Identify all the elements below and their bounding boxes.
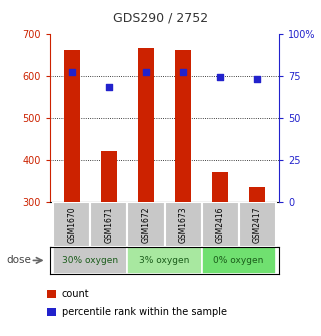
- Text: GSM1672: GSM1672: [142, 206, 151, 243]
- Bar: [212, 172, 228, 202]
- Bar: [202, 247, 275, 274]
- Bar: [239, 202, 275, 247]
- Bar: [138, 48, 154, 202]
- Bar: [175, 50, 191, 202]
- Text: GSM1670: GSM1670: [67, 206, 76, 243]
- Text: percentile rank within the sample: percentile rank within the sample: [62, 307, 227, 317]
- Bar: [64, 50, 80, 202]
- Bar: [127, 247, 202, 274]
- Bar: [249, 187, 265, 202]
- Text: GDS290 / 2752: GDS290 / 2752: [113, 12, 208, 25]
- Bar: [47, 308, 56, 316]
- Text: 0% oxygen: 0% oxygen: [213, 256, 264, 265]
- Point: [69, 70, 74, 75]
- Text: 30% oxygen: 30% oxygen: [62, 256, 118, 265]
- Text: count: count: [62, 289, 90, 299]
- Bar: [54, 247, 127, 274]
- Bar: [101, 151, 117, 202]
- Text: 3% oxygen: 3% oxygen: [139, 256, 190, 265]
- Text: GSM1673: GSM1673: [178, 206, 187, 243]
- Bar: [165, 202, 202, 247]
- Text: dose: dose: [6, 255, 31, 265]
- Text: GSM1671: GSM1671: [104, 206, 114, 243]
- Bar: [54, 202, 91, 247]
- Text: GSM2416: GSM2416: [215, 206, 225, 243]
- Point: [217, 75, 222, 80]
- Point: [107, 85, 112, 90]
- Point: [255, 76, 260, 82]
- Bar: [127, 202, 165, 247]
- Bar: [47, 290, 56, 298]
- Text: GSM2417: GSM2417: [253, 206, 262, 243]
- Point: [143, 70, 149, 75]
- Point: [180, 70, 186, 75]
- Bar: [91, 202, 127, 247]
- Bar: [202, 202, 239, 247]
